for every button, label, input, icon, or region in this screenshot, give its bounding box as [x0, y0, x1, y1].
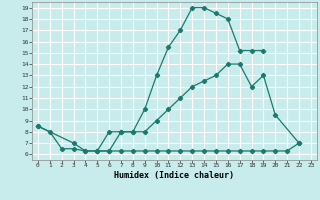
- X-axis label: Humidex (Indice chaleur): Humidex (Indice chaleur): [115, 171, 234, 180]
